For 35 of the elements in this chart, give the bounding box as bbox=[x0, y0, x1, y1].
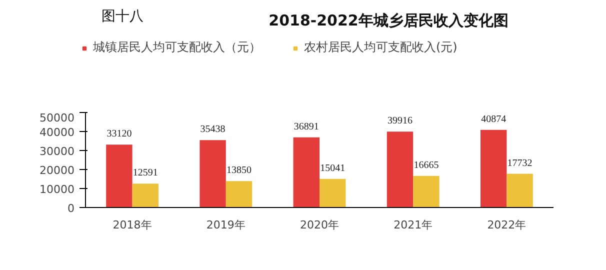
y-tick-label: 20000 bbox=[40, 164, 75, 177]
bar bbox=[320, 178, 346, 208]
legend-label: 城镇居民人均可支配收入（元） bbox=[93, 39, 261, 56]
bar bbox=[200, 140, 226, 208]
x-tick-label: 2019年 bbox=[206, 218, 246, 232]
bar bbox=[413, 176, 440, 208]
x-tick-label: 2021年 bbox=[394, 218, 433, 232]
data-label: 36891 bbox=[294, 121, 319, 132]
bar bbox=[226, 181, 252, 208]
bar bbox=[106, 144, 132, 208]
data-label: 15041 bbox=[320, 162, 346, 174]
bar bbox=[386, 132, 414, 208]
data-label: 33120 bbox=[106, 128, 132, 140]
bar bbox=[132, 184, 159, 208]
data-label: 40874 bbox=[481, 114, 506, 125]
data-label: 16665 bbox=[414, 160, 439, 171]
data-label: 12591 bbox=[132, 168, 158, 179]
y-tick-label: 0 bbox=[68, 202, 74, 215]
y-tick-label: 40000 bbox=[40, 126, 75, 139]
y-tick-label: 50000 bbox=[40, 112, 75, 124]
data-label: 13850 bbox=[226, 165, 252, 176]
bar bbox=[293, 137, 320, 208]
data-label: 35438 bbox=[200, 124, 226, 136]
chart-title: 2018-2022年城乡居民收入变化图 bbox=[268, 12, 508, 30]
data-label: 39916 bbox=[387, 116, 412, 127]
x-tick-label: 2018年 bbox=[112, 218, 152, 232]
bar bbox=[480, 130, 507, 208]
x-tick-label: 2022年 bbox=[487, 218, 526, 232]
y-tick-label: 10000 bbox=[40, 183, 75, 196]
y-tick-label: 30000 bbox=[40, 145, 75, 158]
legend-label: 农村居民人均可支配收入(元) bbox=[304, 39, 458, 56]
bar bbox=[506, 174, 533, 208]
data-label: 17732 bbox=[507, 158, 532, 169]
x-tick-label: 2020年 bbox=[300, 218, 340, 232]
text: 图十八 bbox=[102, 8, 144, 24]
